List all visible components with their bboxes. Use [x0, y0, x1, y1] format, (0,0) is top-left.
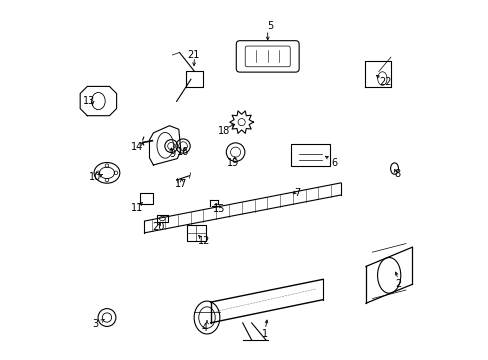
Text: 17: 17 — [174, 179, 187, 189]
Text: 20: 20 — [152, 222, 164, 232]
Text: 21: 21 — [187, 50, 200, 60]
Bar — [186, 225, 205, 241]
Text: 22: 22 — [379, 77, 391, 87]
Text: 14: 14 — [130, 142, 142, 152]
Text: 5: 5 — [266, 21, 273, 31]
Text: 1: 1 — [262, 329, 268, 339]
Text: 7: 7 — [294, 188, 300, 198]
Text: 3: 3 — [92, 319, 98, 329]
Bar — [140, 193, 152, 204]
Text: 9: 9 — [169, 149, 175, 159]
Text: 2: 2 — [394, 279, 401, 289]
Text: 15: 15 — [213, 204, 225, 214]
Text: 19: 19 — [226, 158, 239, 168]
Text: 6: 6 — [331, 158, 337, 168]
Text: 18: 18 — [217, 126, 229, 136]
Text: 13: 13 — [83, 96, 95, 107]
Text: 11: 11 — [130, 203, 142, 213]
Text: 8: 8 — [393, 168, 400, 179]
Text: 10: 10 — [89, 172, 101, 182]
Text: 4: 4 — [201, 323, 207, 333]
Text: 12: 12 — [198, 236, 210, 246]
Text: 16: 16 — [177, 147, 189, 157]
